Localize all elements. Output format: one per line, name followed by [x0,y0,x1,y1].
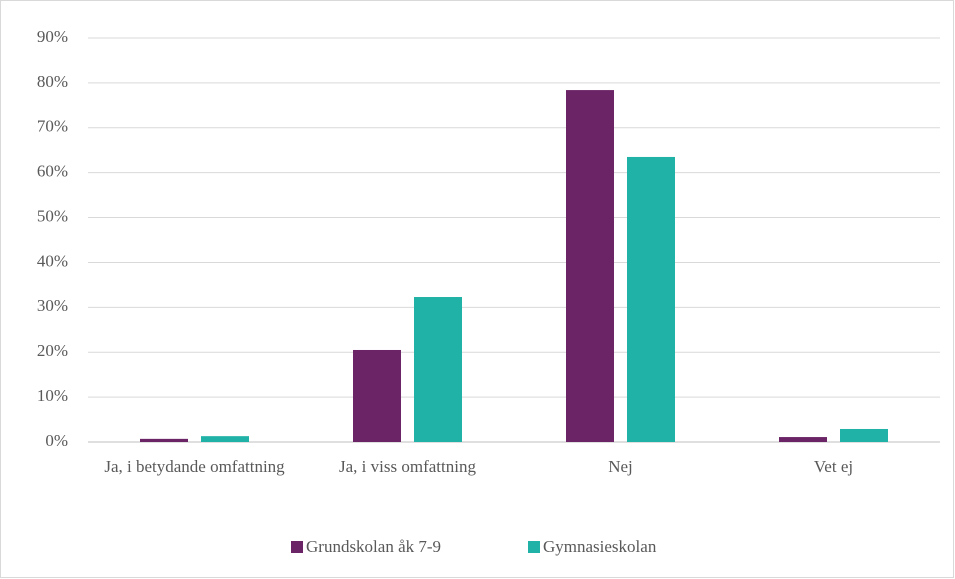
legend-label: Grundskolan åk 7-9 [306,537,441,556]
y-tick-label: 80% [37,72,68,91]
legend-label: Gymnasieskolan [543,537,657,556]
y-tick-label: 40% [37,251,68,270]
x-tick-label: Ja, i betydande omfattning [104,457,285,476]
bar [140,438,188,442]
x-tick-label: Nej [608,457,633,476]
bar [353,349,401,442]
y-tick-label: 90% [37,27,68,46]
y-tick-label: 70% [37,117,68,136]
legend-swatch [528,541,540,553]
y-tick-label: 10% [37,386,68,405]
bar [414,297,462,442]
x-tick-label: Vet ej [813,457,854,476]
y-tick-label: 30% [37,296,68,315]
bar [201,436,249,442]
y-tick-label: 60% [37,162,68,181]
bar [840,428,888,442]
bar [566,90,614,443]
x-tick-label: Ja, i viss omfattning [339,457,476,476]
legend-swatch [291,541,303,553]
bar [627,156,675,442]
y-tick-label: 0% [45,431,68,450]
y-tick-label: 50% [37,206,68,225]
bar [779,437,827,442]
y-tick-label: 20% [37,341,68,360]
